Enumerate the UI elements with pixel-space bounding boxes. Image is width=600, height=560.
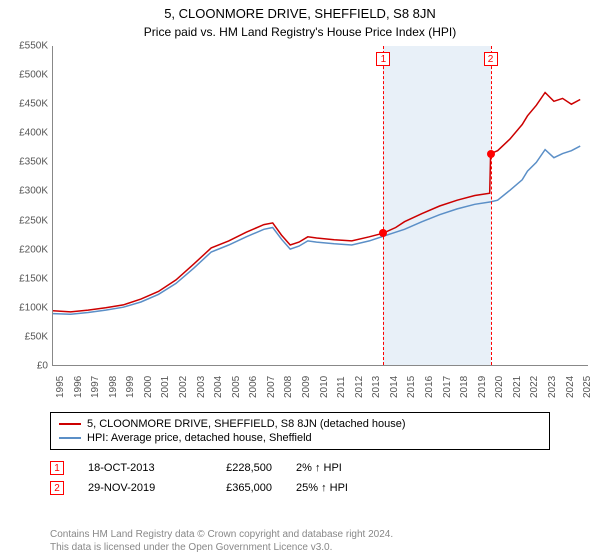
sale-price: £228,500 <box>202 462 272 474</box>
x-tick-label: 2021 <box>512 376 523 398</box>
x-tick-label: 2011 <box>336 376 347 398</box>
x-tick-label: 2014 <box>389 376 400 398</box>
x-tick-label: 2007 <box>266 376 277 398</box>
x-tick-label: 1998 <box>108 376 119 398</box>
marker-line <box>383 46 384 365</box>
series-property <box>53 93 580 312</box>
legend-item: 5, CLOONMORE DRIVE, SHEFFIELD, S8 8JN (d… <box>59 417 541 431</box>
sale-pct: 2% ↑ HPI <box>296 462 376 474</box>
sale-date: 29-NOV-2019 <box>88 482 178 494</box>
chart-title: 5, CLOONMORE DRIVE, SHEFFIELD, S8 8JN <box>0 0 600 21</box>
x-tick-label: 2004 <box>213 376 224 398</box>
x-tick-label: 2002 <box>178 376 189 398</box>
y-tick-label: £500K <box>19 70 48 81</box>
legend-item: HPI: Average price, detached house, Shef… <box>59 431 541 445</box>
chart-container: 5, CLOONMORE DRIVE, SHEFFIELD, S8 8JN Pr… <box>0 0 600 560</box>
legend: 5, CLOONMORE DRIVE, SHEFFIELD, S8 8JN (d… <box>50 412 550 450</box>
x-tick-label: 2015 <box>406 376 417 398</box>
sale-pct: 25% ↑ HPI <box>296 482 376 494</box>
y-tick-label: £350K <box>19 157 48 168</box>
x-tick-label: 2003 <box>196 376 207 398</box>
y-tick-label: £200K <box>19 244 48 255</box>
sale-price: £365,000 <box>202 482 272 494</box>
x-tick-label: 2025 <box>582 376 593 398</box>
sale-marker-number: 1 <box>50 461 64 475</box>
legend-swatch <box>59 423 81 425</box>
y-tick-label: £50K <box>25 331 48 342</box>
x-tick-label: 2017 <box>442 376 453 398</box>
x-tick-label: 2019 <box>477 376 488 398</box>
y-tick-label: £100K <box>19 302 48 313</box>
y-tick-label: £0 <box>37 361 48 372</box>
y-tick-label: £250K <box>19 215 48 226</box>
legend-label: 5, CLOONMORE DRIVE, SHEFFIELD, S8 8JN (d… <box>87 418 406 430</box>
x-tick-label: 2023 <box>547 376 558 398</box>
y-tick-label: £150K <box>19 273 48 284</box>
marker-dot <box>379 229 387 237</box>
x-tick-label: 2012 <box>354 376 365 398</box>
sale-marker-number: 2 <box>50 481 64 495</box>
line-series-svg <box>53 46 589 366</box>
x-tick-label: 2006 <box>248 376 259 398</box>
chart-subtitle: Price paid vs. HM Land Registry's House … <box>0 21 600 39</box>
x-tick-label: 2016 <box>424 376 435 398</box>
x-tick-label: 2005 <box>231 376 242 398</box>
legend-swatch <box>59 437 81 439</box>
sale-row: 2 29-NOV-2019 £365,000 25% ↑ HPI <box>50 478 376 498</box>
x-tick-label: 2013 <box>371 376 382 398</box>
sales-table: 1 18-OCT-2013 £228,500 2% ↑ HPI 2 29-NOV-2019… <box>50 458 376 498</box>
legend-label: HPI: Average price, detached house, Shef… <box>87 432 312 444</box>
x-tick-label: 2000 <box>143 376 154 398</box>
y-tick-label: £300K <box>19 186 48 197</box>
y-tick-label: £400K <box>19 128 48 139</box>
marker-number: 1 <box>376 52 390 66</box>
y-tick-label: £550K <box>19 41 48 52</box>
footer-line-2: This data is licensed under the Open Gov… <box>50 541 393 554</box>
marker-line <box>491 46 492 365</box>
x-tick-label: 2022 <box>529 376 540 398</box>
y-axis: £0£50K£100K£150K£200K£250K£300K£350K£400… <box>8 46 50 366</box>
sale-date: 18-OCT-2013 <box>88 462 178 474</box>
x-tick-label: 2024 <box>565 376 576 398</box>
chart-area: £0 £50K £100K £150K £200K £250K £300K £350K £400… <box>8 46 592 406</box>
x-tick-label: 2008 <box>283 376 294 398</box>
x-tick-label: 2009 <box>301 376 312 398</box>
x-tick-label: 1996 <box>73 376 84 398</box>
x-tick-label: 1999 <box>125 376 136 398</box>
marker-number: 2 <box>484 52 498 66</box>
x-tick-label: 2001 <box>160 376 171 398</box>
y-tick-label: £450K <box>19 99 48 110</box>
x-tick-label: 2020 <box>494 376 505 398</box>
x-tick-label: 1997 <box>90 376 101 398</box>
x-tick-label: 1995 <box>55 376 66 398</box>
series-hpi <box>53 146 580 314</box>
x-tick-label: 2018 <box>459 376 470 398</box>
plot-area: 12 <box>52 46 588 366</box>
x-axis: 1995 1996 1997 1998 1999 2000 2001 2002 2003 2004… <box>52 368 588 406</box>
footer-line-1: Contains HM Land Registry data © Crown c… <box>50 528 393 541</box>
x-tick-label: 2010 <box>319 376 330 398</box>
marker-dot <box>487 150 495 158</box>
footer-attribution: Contains HM Land Registry data © Crown c… <box>50 528 393 554</box>
sale-row: 1 18-OCT-2013 £228,500 2% ↑ HPI <box>50 458 376 478</box>
